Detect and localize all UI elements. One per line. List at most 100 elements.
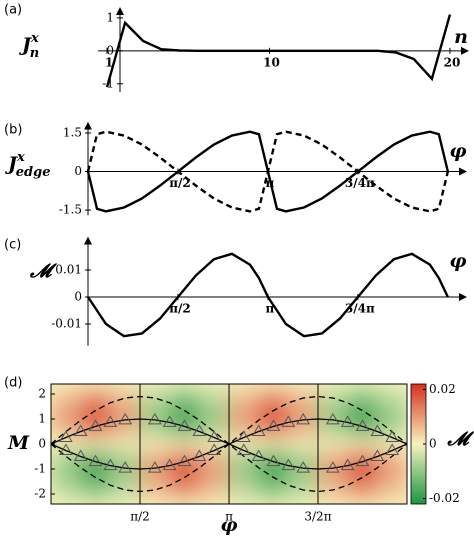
triangle-marker	[281, 415, 296, 427]
triangle-marker	[325, 412, 340, 425]
triangle-marker	[118, 412, 133, 425]
heatmap-cell	[228, 487, 260, 501]
x-tick-label: π	[266, 302, 275, 316]
x-tick-label: π/2	[169, 176, 191, 190]
heatmap-cell	[109, 487, 141, 501]
heatmap-cell	[198, 474, 230, 489]
heatmap-cell	[169, 424, 200, 439]
x-axis-label: n	[454, 26, 468, 48]
heatmap-cell	[287, 437, 319, 451]
heatmap-cell	[139, 412, 171, 426]
heatmap-cell	[317, 412, 349, 426]
x-tick-label: 1	[105, 55, 113, 69]
triangle-marker	[192, 449, 207, 461]
heatmap-cell	[109, 412, 141, 426]
x-axis-label: φ	[449, 250, 466, 272]
heatmap-cell	[139, 449, 171, 464]
heatmap-cell	[228, 412, 260, 426]
y-tick-label: -1.5	[59, 203, 82, 217]
panel-label: (a)	[4, 3, 22, 18]
heatmap-cell	[80, 424, 111, 439]
heatmap-cell	[258, 487, 289, 501]
y-tick-label: 1.5	[63, 125, 82, 139]
heatmap-cell	[169, 412, 200, 426]
heatmap-cell	[169, 387, 200, 401]
y-label-base: J	[5, 153, 19, 175]
heatmap-cell	[317, 424, 349, 439]
panel-label: (d)	[4, 376, 22, 391]
heatmap-cell	[198, 462, 230, 476]
heatmap-cell	[287, 462, 319, 476]
heatmap-cell	[169, 399, 200, 414]
x-tick-label: 10	[263, 55, 280, 69]
y-tick-label: 0	[74, 290, 82, 304]
heatmap-cell	[376, 474, 407, 489]
heatmap-cell	[169, 474, 200, 489]
heatmap-cell	[317, 462, 349, 476]
heatmap-cell	[139, 474, 171, 489]
y-tick-label: 0	[106, 43, 114, 57]
heatmap-cell	[80, 412, 111, 426]
y-tick-label: 2	[38, 387, 46, 401]
x-tick-label: 20	[444, 55, 461, 69]
y-tick-label: -1	[34, 462, 46, 476]
heatmap-cell	[317, 387, 349, 401]
heatmap-cells	[51, 387, 407, 501]
heatmap-cell	[376, 462, 407, 476]
heatmap-cell	[80, 399, 111, 414]
colorbar-tick-label: -0.02	[429, 491, 460, 505]
heatmap-cell	[51, 462, 82, 476]
triangle-marker	[296, 412, 311, 425]
y-axis-label: Jx n	[19, 31, 39, 61]
heatmap-cell	[376, 387, 407, 401]
heatmap-cell	[228, 474, 260, 489]
heatmap-cell	[376, 412, 407, 426]
triangle-marker	[73, 424, 88, 436]
heatmap-cell	[317, 487, 349, 501]
heatmap-cell	[139, 387, 171, 401]
heatmap-cell	[80, 462, 111, 476]
triangle-marker	[385, 443, 400, 455]
heatmap-cell	[287, 387, 319, 401]
heatmap-cell	[109, 424, 141, 439]
triangle-marker	[103, 458, 118, 471]
triangle-marker	[103, 415, 118, 427]
y-tick-label: 0	[38, 437, 46, 451]
triangle-marker	[207, 430, 222, 443]
heatmap-cell	[347, 399, 378, 414]
heatmap-cell	[80, 474, 111, 489]
triangle-marker	[251, 449, 266, 461]
triangle-marker	[177, 419, 192, 431]
heatmap-cell	[51, 399, 82, 414]
heatmap-cell	[51, 474, 82, 489]
x-tick-label: π/2	[169, 302, 191, 316]
heatmap-cell	[198, 387, 230, 401]
triangle-marker	[147, 412, 162, 425]
colorbar-tick-label: 0.02	[429, 382, 456, 396]
y-label-sup: x	[30, 31, 39, 46]
triangle-marker	[281, 458, 296, 471]
heatmap-cell	[139, 462, 171, 476]
y-label-base: J	[19, 34, 33, 56]
triangle-marker	[118, 461, 133, 473]
heatmap-cell	[347, 474, 378, 489]
triangle-marker	[340, 415, 355, 427]
heatmap-cell	[169, 487, 200, 501]
heatmap-cell	[169, 437, 200, 451]
heatmap-cell	[109, 474, 141, 489]
triangle-marker	[370, 424, 385, 436]
heatmap-cell	[139, 487, 171, 501]
triangle-marker	[73, 449, 88, 461]
colorbar-label: 𝓜	[446, 428, 474, 450]
heatmap-cell	[287, 449, 319, 464]
heatmap-cell	[287, 474, 319, 489]
heatmap-cell	[198, 412, 230, 426]
x-axis-label: φ	[449, 140, 466, 162]
triangle-marker	[207, 443, 222, 455]
heatmap-cell	[317, 399, 349, 414]
heatmap-cell	[347, 437, 378, 451]
heatmap-cell	[287, 424, 319, 439]
x-tick-label: 3/2π	[304, 510, 331, 524]
y-tick-label: -2	[34, 487, 46, 501]
triangle-marker	[385, 430, 400, 443]
